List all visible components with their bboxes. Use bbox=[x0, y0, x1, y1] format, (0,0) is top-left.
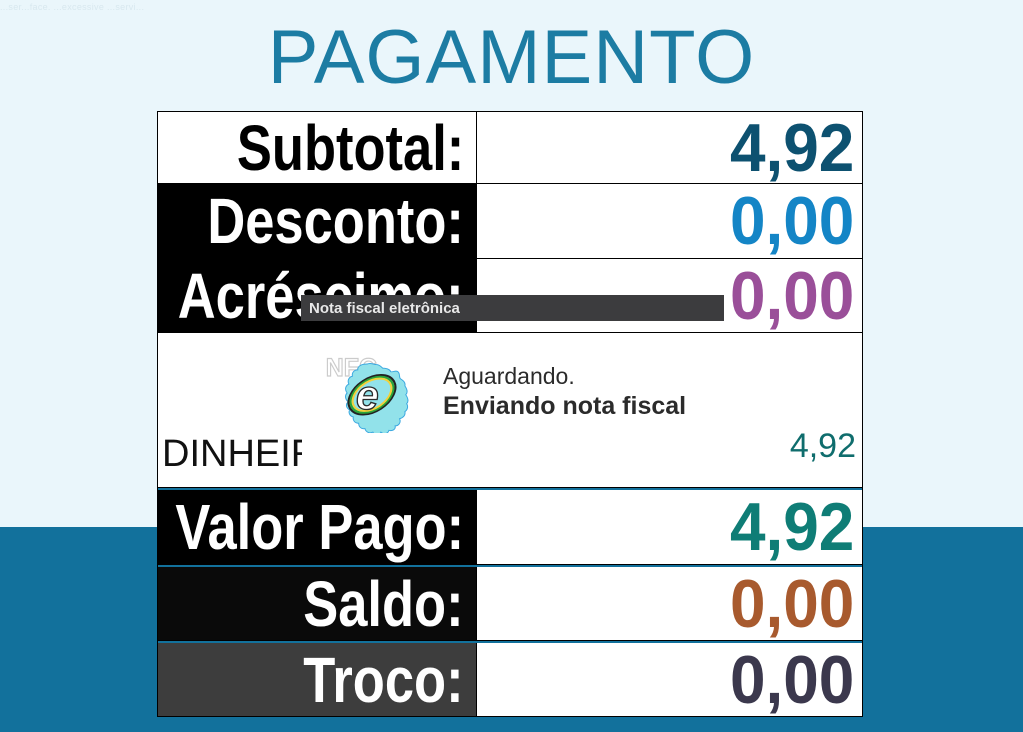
svg-text:e: e bbox=[356, 372, 379, 418]
